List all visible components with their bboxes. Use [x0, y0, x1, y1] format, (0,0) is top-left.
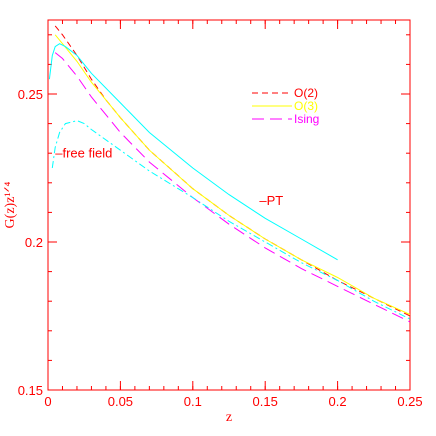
y-tick-label: 0.2 — [25, 235, 43, 250]
x-tick-label: 0.2 — [329, 394, 347, 409]
series-line-pt — [48, 43, 338, 261]
x-tick-label: 0.15 — [253, 394, 278, 409]
series-line-o-2 — [54, 25, 411, 317]
annotation-label: –PT — [259, 193, 283, 208]
y-tick-label: 0.15 — [18, 383, 43, 398]
y-axis-title: G(z)z¹ᐟ⁴ — [3, 181, 18, 228]
axis-ticks: 0 0.05 0.1 0.15 0.2 0.25 0.15 0.2 0.25 — [18, 20, 423, 409]
y-tick-label: 0.25 — [18, 87, 43, 102]
legend-label: Ising — [294, 112, 319, 126]
series-line-o-3 — [54, 34, 411, 315]
series-layer — [48, 25, 411, 323]
series-line-ising — [54, 52, 411, 323]
x-axis-title: z — [226, 410, 232, 425]
x-tick-label: 0.05 — [108, 394, 133, 409]
legend-label: O(2) — [294, 86, 318, 100]
x-tick-label: 0.1 — [184, 394, 202, 409]
plot-frame — [47, 19, 411, 391]
legend-label: O(3) — [294, 99, 318, 113]
legend: O(2)O(3)Ising — [252, 86, 319, 126]
annotation-label: –free field — [55, 146, 112, 161]
series-line-free-field — [51, 120, 411, 320]
annotations: –free field –PT — [55, 146, 283, 208]
x-tick-label: 0.25 — [397, 394, 422, 409]
x-tick-label: 0 — [44, 394, 51, 409]
